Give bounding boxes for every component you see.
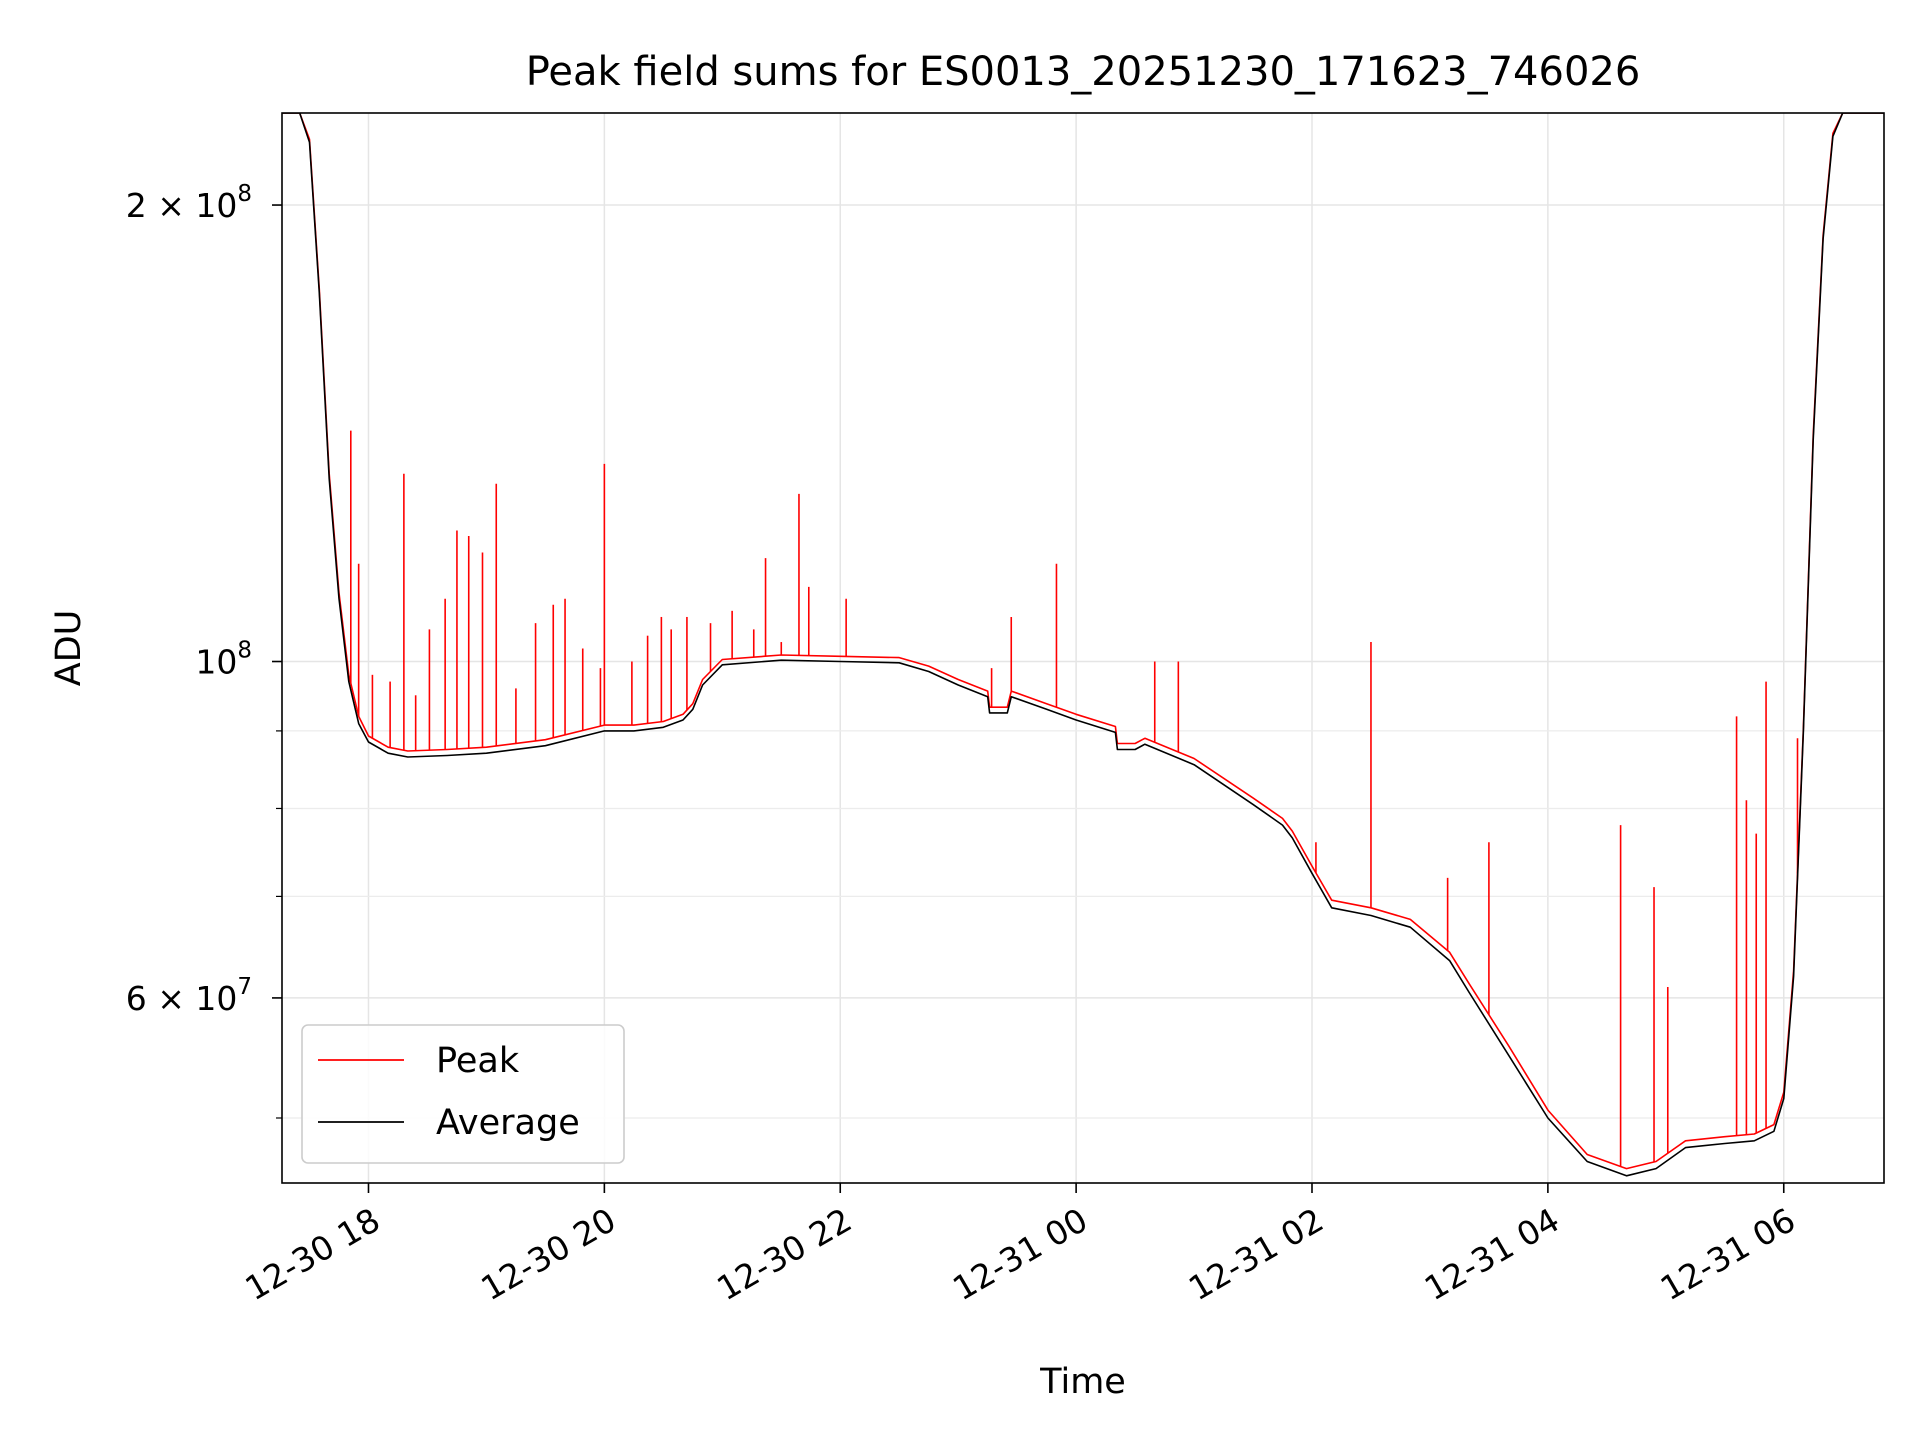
- series-line-average: [282, 113, 1884, 1177]
- legend: Peak Average: [301, 1024, 625, 1164]
- y-tick-label-base: 10: [195, 643, 237, 682]
- y-axis-label: ADU: [49, 610, 89, 687]
- y-tick-label-base: 2 × 10: [126, 186, 238, 225]
- y-tick-label-exponent: 8: [237, 638, 252, 664]
- y-tick-label: 108: [195, 638, 252, 682]
- series-average: [282, 113, 1884, 1177]
- y-tick-label-exponent: 7: [237, 974, 252, 1000]
- legend-peak-label: Peak: [436, 1041, 520, 1081]
- plot-frame: [281, 112, 1885, 1184]
- y-tick-label: 2 × 108: [126, 181, 252, 225]
- legend-average-label: Average: [436, 1103, 580, 1143]
- y-tick-label-base: 6 × 10: [126, 979, 238, 1018]
- series-layer: [282, 113, 1884, 1177]
- y-tick-label: 6 × 107: [126, 974, 252, 1018]
- chart-title: Peak field sums for ES0013_20251230_1716…: [526, 49, 1641, 95]
- series-peak: [282, 113, 1884, 1170]
- y-tick-label-exponent: 8: [237, 181, 252, 207]
- x-axis-label: Time: [1039, 1362, 1126, 1402]
- series-line-peak: [282, 113, 1884, 1170]
